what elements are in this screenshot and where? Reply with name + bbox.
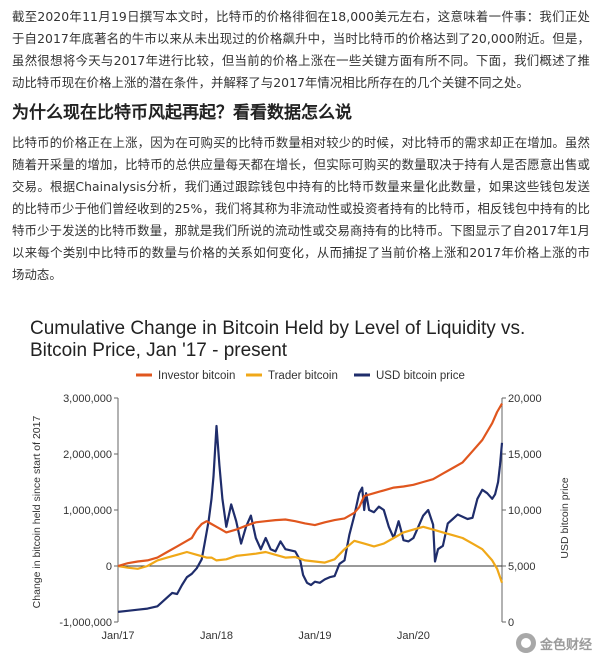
- chart-lines: [117, 403, 504, 613]
- left-tick-label: 0: [106, 561, 112, 573]
- x-tick-label: Jan/18: [200, 630, 233, 642]
- legend-label: Investor bitcoin: [158, 370, 235, 382]
- left-axis-label: Change in bitcoin held since start of 20…: [31, 416, 43, 609]
- legend-label: USD bitcoin price: [376, 370, 465, 382]
- watermark-text: 金色财经: [539, 637, 592, 653]
- series-line-trader-bitcoin: [117, 525, 504, 584]
- chart-legend: Investor bitcoin Trader bitcoin USD bitcoi…: [136, 370, 465, 382]
- right-tick-label: 10,000: [508, 505, 542, 517]
- right-tick-label: 20,000: [508, 393, 542, 405]
- right-tick-label: 15,000: [508, 449, 542, 461]
- article: 截至2020年11月19日撰写本文时，比特币的价格徘徊在18,000美元左右，这…: [12, 6, 590, 286]
- x-tick-label: Jan/19: [298, 630, 331, 642]
- watermark: 金色财经: [515, 633, 592, 653]
- section-heading: 为什么现在比特币风起再起？看看数据怎么说: [12, 103, 352, 123]
- left-tick-label: 3,000,000: [63, 393, 112, 405]
- right-axis-label: USD bitcoin price: [559, 477, 571, 558]
- right-tick-label: 5,000: [508, 561, 536, 573]
- series-line-investor-bitcoin: [117, 403, 503, 568]
- bitcoin-liquidity-chart: Cumulative Change in Bitcoin Held by Lev…: [30, 318, 571, 642]
- chart-title-line1: Cumulative Change in Bitcoin Held by Lev…: [30, 318, 525, 339]
- x-tick-label: Jan/20: [397, 630, 430, 642]
- chart-axes: 3,000,000 2,000,000 1,000,000 0 -1,000,000 20…: [59, 393, 541, 642]
- body-paragraph: 比特币的价格正在上涨，因为在可购买的比特币数量相对较少的时候，对比特币的需求却正…: [12, 135, 590, 282]
- intro-paragraph: 截至2020年11月19日撰写本文时，比特币的价格徘徊在18,000美元左右，这…: [12, 9, 590, 90]
- left-tick-label: -1,000,000: [59, 617, 112, 629]
- chart-title-line2: Bitcoin Price, Jan '17 - present: [30, 340, 288, 361]
- jinse-logo-icon: [515, 633, 536, 653]
- x-tick-label: Jan/17: [101, 630, 134, 642]
- right-tick-label: 0: [508, 617, 514, 629]
- chart-container: Cumulative Change in Bitcoin Held by Lev…: [0, 300, 600, 659]
- left-tick-label: 2,000,000: [63, 449, 112, 461]
- legend-label: Trader bitcoin: [268, 370, 338, 382]
- left-tick-label: 1,000,000: [63, 505, 112, 517]
- series-line-usd-bitcoin-price: [117, 424, 504, 613]
